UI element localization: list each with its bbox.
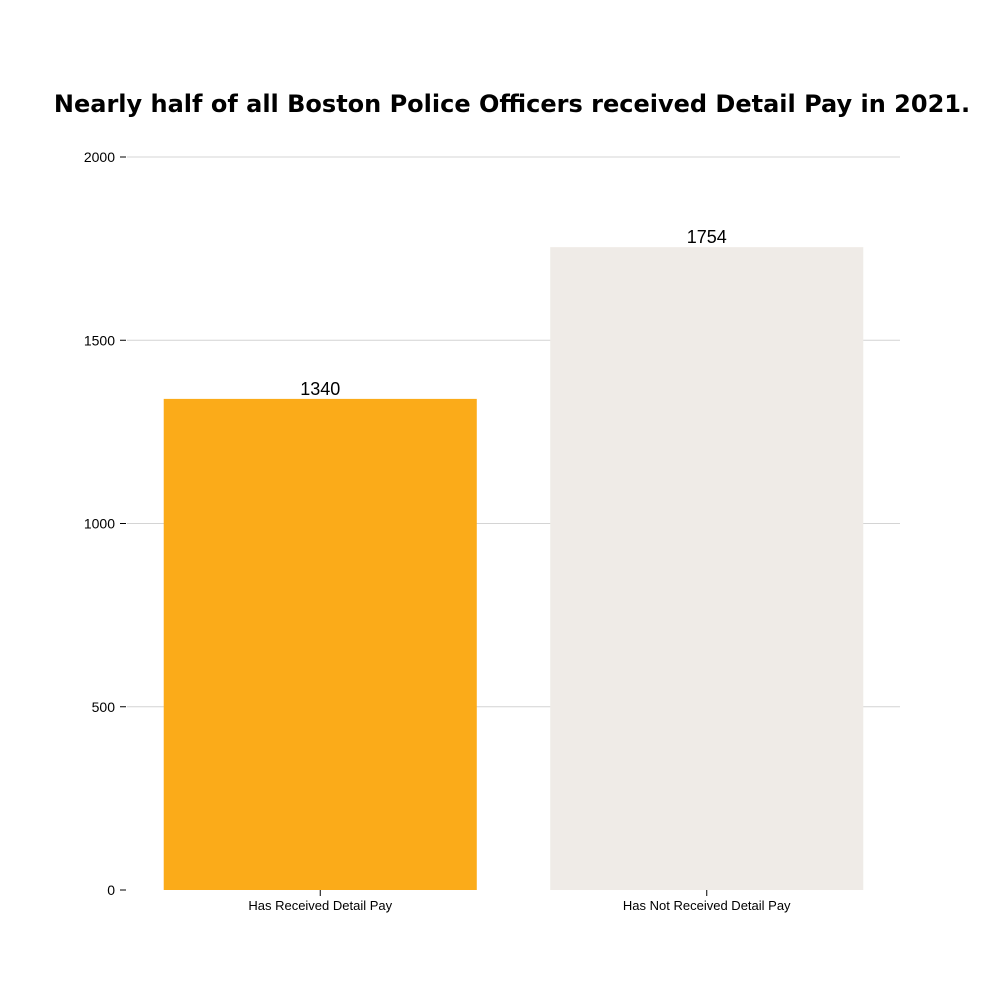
y-tick-label: 0	[107, 882, 115, 898]
y-tick-label: 1000	[84, 516, 115, 532]
y-axis: 0 500 1000 1500 2000	[84, 149, 126, 898]
x-tick-label: Has Not Received Detail Pay	[623, 898, 791, 913]
y-tick-label: 2000	[84, 149, 115, 165]
bars	[163, 247, 864, 890]
data-labels: 1340 1754	[300, 227, 727, 399]
data-label: 1340	[300, 379, 340, 399]
y-tick-label: 500	[92, 699, 116, 715]
bar-received	[163, 398, 477, 890]
x-tick-label: Has Received Detail Pay	[248, 898, 392, 913]
y-tick-label: 1500	[84, 332, 115, 348]
chart-title: Nearly half of all Boston Police Officer…	[54, 90, 970, 118]
data-label: 1754	[687, 227, 727, 247]
x-axis: Has Received Detail Pay Has Not Received …	[248, 890, 791, 913]
bar-not-received	[550, 247, 864, 890]
